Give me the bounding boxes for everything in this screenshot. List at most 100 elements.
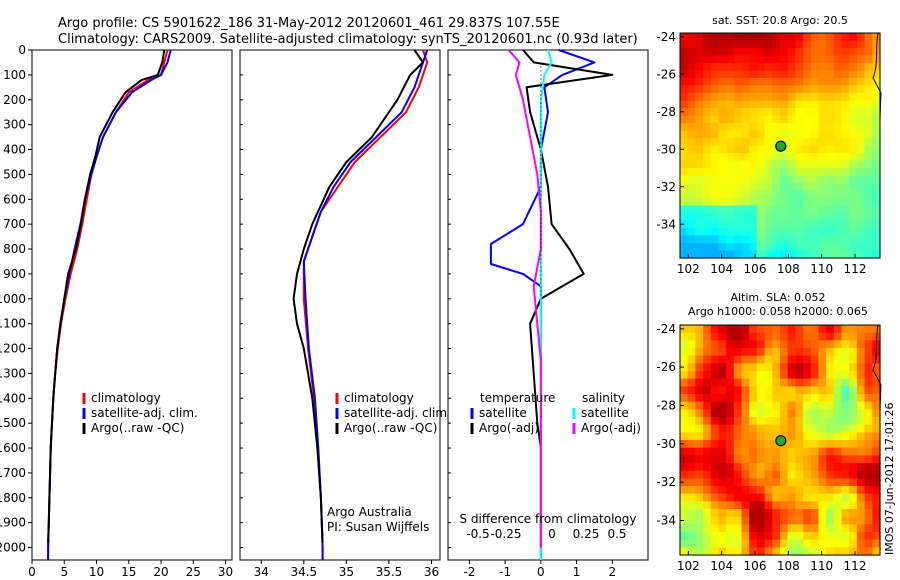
- sla_map-cell: [856, 332, 866, 341]
- sla_map-cell: [726, 355, 735, 364]
- sst_map-cell: [864, 243, 873, 252]
- temperature-legend-label-2: Argo(..raw -QC): [91, 421, 184, 435]
- sla_map-cell: [726, 348, 735, 357]
- sla_map-cell: [818, 493, 827, 502]
- sla_map-cell: [695, 325, 704, 334]
- sst_map-cell: [772, 70, 781, 79]
- sla_map-cell: [833, 532, 843, 541]
- sst_map-cell: [695, 123, 704, 132]
- difference-legend-group-s: salinity: [582, 391, 625, 405]
- sst_map-cell: [687, 190, 696, 199]
- sla_map-cell: [787, 394, 796, 403]
- sla_map-cell: [772, 486, 781, 495]
- sla_map-cell: [787, 340, 796, 349]
- sla_map-cell: [826, 516, 835, 525]
- sst_map-cell: [756, 63, 766, 72]
- sla_map-ytick-label: -32: [656, 475, 676, 489]
- sst_map-cell: [795, 70, 804, 79]
- sla_map-cell: [803, 493, 812, 502]
- sst_map-cell: [718, 48, 727, 57]
- sst_map-cell: [818, 130, 827, 139]
- sla_map-cell: [856, 440, 866, 449]
- sst_map-cell: [826, 123, 835, 132]
- sst_map-cell: [803, 183, 812, 192]
- sst_map-cell: [764, 138, 773, 147]
- sla_map-cell: [741, 355, 750, 364]
- sst_map-cell: [703, 235, 712, 244]
- sst_map-cell: [864, 123, 873, 132]
- sst_map-cell: [856, 108, 866, 117]
- sla_map-cell: [787, 463, 796, 472]
- sst_map-cell: [772, 213, 781, 222]
- sla_map-cell: [872, 386, 881, 395]
- sla_map-cell: [803, 363, 812, 372]
- sla_map-cell: [772, 539, 781, 548]
- sla_map-cell: [710, 539, 720, 548]
- sst_map-cell: [680, 48, 689, 57]
- sst_map-cell: [780, 130, 789, 139]
- sla_map-cell: [695, 340, 704, 349]
- sst_map-cell: [695, 93, 704, 102]
- sst_map-cell: [703, 153, 712, 162]
- sla_map-cell: [733, 378, 743, 387]
- sst_map-cell: [772, 123, 781, 132]
- sst_map-cell: [864, 100, 873, 109]
- sla_map-cell: [803, 394, 812, 403]
- sla_map-cell: [764, 440, 773, 449]
- sla_map-cell: [687, 486, 696, 495]
- sla_map-cell: [764, 332, 773, 341]
- sla_map-cell: [687, 348, 696, 357]
- sla_map-cell: [726, 371, 735, 380]
- sla_map-cell: [841, 524, 850, 533]
- sst_map-cell: [841, 190, 850, 199]
- sla_map-cell: [695, 355, 704, 364]
- sla_map-xtick-label: 108: [777, 559, 800, 573]
- sla_map-cell: [703, 378, 712, 387]
- sst_map-xtick-label: 112: [844, 262, 867, 276]
- sla_map-cell: [710, 509, 720, 518]
- sla_map-cell: [718, 363, 727, 372]
- sla_map-ytick-label: -26: [656, 360, 676, 374]
- sla_map-cell: [818, 539, 827, 548]
- sla_map-cell: [733, 547, 743, 556]
- sst_map-cell: [680, 108, 689, 117]
- sla_map-cell: [826, 348, 835, 357]
- sla_map-cell: [833, 340, 843, 349]
- sst_map-cell: [710, 153, 720, 162]
- sst_map-cell: [741, 108, 750, 117]
- sla_map-cell: [764, 547, 773, 556]
- sla_map-cell: [680, 486, 689, 495]
- sst_map-cell: [872, 115, 881, 124]
- sla_map-cell: [764, 501, 773, 510]
- sla_map-cell: [710, 348, 720, 357]
- sst_map-cell: [795, 160, 804, 169]
- sla_map-cell: [703, 539, 712, 548]
- sla_map-cell: [833, 478, 843, 487]
- sst_map-cell: [803, 63, 812, 72]
- sst_map-cell: [787, 213, 796, 222]
- sla_map-cell: [833, 447, 843, 456]
- sla_map-cell: [810, 401, 820, 410]
- sst_map-cell: [733, 138, 743, 147]
- sst_map-cell: [795, 213, 804, 222]
- difference-xtick-label: 2: [608, 565, 616, 579]
- sla_map-cell: [733, 493, 743, 502]
- temperature-legend-label-1: satellite-adj. clim.: [91, 406, 198, 420]
- sst_map-cell: [756, 190, 766, 199]
- sla_map-cell: [780, 378, 789, 387]
- sst_map-cell: [810, 93, 820, 102]
- sst_map-cell: [756, 85, 766, 94]
- sla_map-cell: [764, 478, 773, 487]
- sst_map-cell: [795, 93, 804, 102]
- sla_map-cell: [687, 463, 696, 472]
- sla_map-cell: [849, 424, 858, 433]
- sst_map-cell: [810, 183, 820, 192]
- sla_map-cell: [703, 547, 712, 556]
- sla_map-cell: [726, 501, 735, 510]
- sla_map-cell: [872, 509, 881, 518]
- sst_map-cell: [826, 250, 835, 259]
- sst_map-cell: [703, 55, 712, 64]
- temperature-ytick-label: 1300: [0, 366, 26, 380]
- sst_map-cell: [864, 33, 873, 42]
- sst_map-cell: [833, 213, 843, 222]
